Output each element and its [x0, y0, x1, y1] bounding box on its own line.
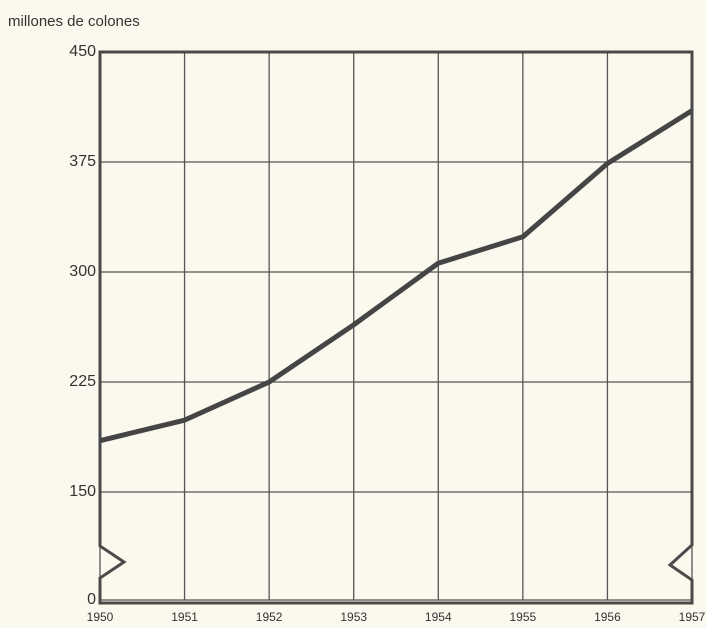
- plot-frame: [98, 50, 694, 605]
- data-line: [99, 108, 694, 444]
- x-tick-label: 1957: [679, 610, 706, 624]
- x-tick-label: 1952: [256, 610, 283, 624]
- x-tick-label: 1955: [510, 610, 537, 624]
- y-tick-label: 375: [69, 153, 96, 170]
- x-tick-label: 1954: [425, 610, 452, 624]
- x-tick-label: 1951: [171, 610, 198, 624]
- y-tick-label: 150: [69, 483, 96, 500]
- y-tick-label: 0: [87, 591, 96, 608]
- x-tick-label: 1950: [87, 610, 114, 624]
- y-axis-label: millones de colones: [8, 13, 140, 30]
- x-tick-label: 1956: [594, 610, 621, 624]
- y-tick-label: 225: [69, 373, 96, 390]
- y-tick-label: 300: [69, 263, 96, 280]
- x-tick-label: 1953: [340, 610, 367, 624]
- y-tick-label: 450: [69, 43, 96, 60]
